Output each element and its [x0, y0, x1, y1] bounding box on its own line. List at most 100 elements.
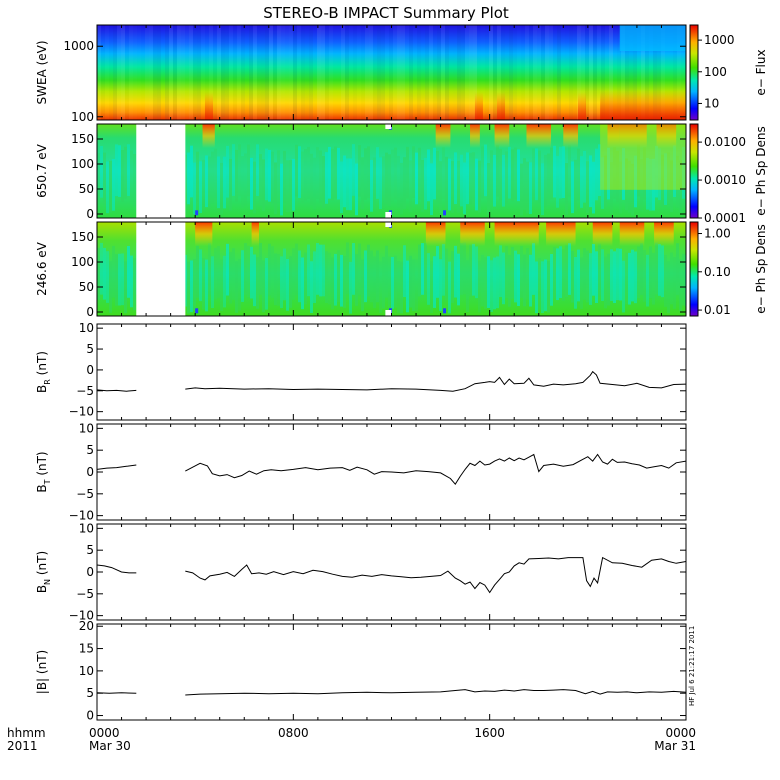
heatmap-streak — [346, 242, 349, 295]
heatmap-streak — [601, 249, 604, 302]
heatmap-streak — [229, 251, 232, 304]
heatmap-streak — [658, 244, 661, 296]
y-tick-label: 1000 — [63, 39, 94, 53]
heatmap-streak — [385, 245, 388, 298]
heatmap-streak — [517, 149, 520, 202]
heatmap-streak — [652, 252, 655, 305]
heatmap-streak — [277, 25, 281, 120]
heatmap-streak — [634, 251, 637, 304]
heatmap-streak — [490, 260, 493, 312]
heatmap-streak — [676, 243, 679, 295]
heatmap-streak — [657, 25, 661, 120]
heatmap-streak — [261, 25, 265, 120]
heatmap-streak — [232, 248, 235, 300]
heatmap-streak — [259, 242, 262, 295]
heatmap-streak — [283, 150, 286, 203]
heatmap-streak — [613, 251, 616, 304]
heatmap-streak — [211, 256, 214, 308]
plot-title: STEREO-B IMPACT Summary Plot — [263, 4, 509, 22]
heatmap-streak — [313, 251, 316, 304]
heatmap-streak — [113, 25, 117, 120]
heatmap-streak — [421, 243, 424, 295]
heatmap-streak — [556, 156, 559, 208]
heatmap-streak — [319, 244, 322, 297]
heatmap-streak — [292, 158, 295, 211]
heatmap-streak — [430, 261, 433, 314]
heatmap-streak — [137, 25, 141, 120]
y-tick-label: 0 — [86, 305, 94, 319]
heatmap-streak — [241, 250, 244, 302]
heatmap-streak — [309, 25, 313, 120]
heatmap-streak — [325, 25, 329, 120]
heatmap-streak — [509, 25, 513, 120]
series-line-segment — [97, 564, 137, 574]
heatmap-streak — [325, 251, 328, 303]
heatmap-streak — [301, 151, 304, 204]
y-axis-label: |B| (nT) — [35, 650, 49, 694]
heatmap-streak — [257, 25, 261, 120]
y-tick-label: 0 — [86, 709, 94, 723]
heatmap-streak — [547, 153, 550, 206]
heatmap-streak — [241, 25, 245, 120]
heatmap-hot-patch — [592, 222, 613, 246]
heatmap-streak — [379, 157, 382, 210]
heatmap-streak — [637, 144, 640, 197]
heatmap-streak — [493, 154, 496, 207]
heatmap-streak — [532, 148, 535, 201]
heatmap-streak — [184, 154, 187, 207]
heatmap-hot-patch — [425, 222, 446, 246]
heatmap-streak — [121, 149, 124, 202]
heatmap-streak — [406, 146, 409, 199]
heatmap-streak — [397, 155, 400, 208]
heatmap-streak — [463, 162, 466, 215]
heatmap-streak — [544, 259, 547, 312]
heatmap-streak — [381, 25, 385, 120]
colorbar-label: e− Ph Sp Dens — [754, 126, 768, 215]
heatmap-streak — [253, 161, 256, 214]
heatmap-streak — [367, 244, 370, 297]
y-axis: −10 −5 0 5 10 — [69, 421, 686, 523]
heatmap-streak — [307, 244, 310, 297]
heatmap-streak — [105, 25, 109, 120]
heatmap-streak — [541, 261, 544, 314]
heatmap-streak — [214, 247, 217, 300]
heatmap-streak — [127, 144, 130, 196]
heatmap-streak — [409, 255, 412, 308]
heatmap-streak — [673, 257, 676, 309]
heatmap-streak — [289, 256, 292, 308]
heatmap-streak — [225, 25, 229, 120]
heatmap-streak — [637, 246, 640, 299]
heatmap-streak — [400, 261, 403, 314]
heatmap-streak — [238, 144, 241, 197]
heatmap-streak — [661, 245, 664, 298]
heatmap-streak — [115, 254, 118, 306]
heatmap-streak — [472, 152, 475, 204]
heatmap-streak — [640, 243, 643, 295]
y-axis-label-unit: (nT) — [35, 650, 49, 678]
colorbar-scale — [689, 123, 699, 219]
colorbar-tick-label: 10 — [704, 96, 719, 110]
heatmap-streak — [526, 161, 529, 214]
heatmap-streak — [505, 246, 508, 298]
heatmap-streak — [604, 155, 607, 208]
heatmap-streak — [244, 153, 247, 206]
heatmap-streak — [173, 25, 177, 120]
heatmap-streak — [346, 158, 349, 211]
heatmap-streak — [586, 250, 589, 303]
heatmap-streak — [229, 25, 233, 120]
heatmap-streak — [520, 246, 523, 298]
heatmap-streak — [497, 25, 501, 120]
heatmap-streak — [328, 252, 331, 305]
colorbar-scale — [689, 221, 699, 317]
heatmap-streak — [109, 160, 112, 213]
heatmap-streak — [439, 161, 442, 213]
heatmap-streak — [545, 25, 549, 120]
heatmap-streak — [610, 249, 613, 301]
heatmap-streak — [607, 253, 610, 306]
heatmap-streak — [595, 148, 598, 201]
heatmap-streak — [361, 25, 365, 120]
heatmap-streak — [568, 243, 571, 295]
heatmap-streak — [352, 144, 355, 196]
heatmap-streak — [550, 147, 553, 200]
